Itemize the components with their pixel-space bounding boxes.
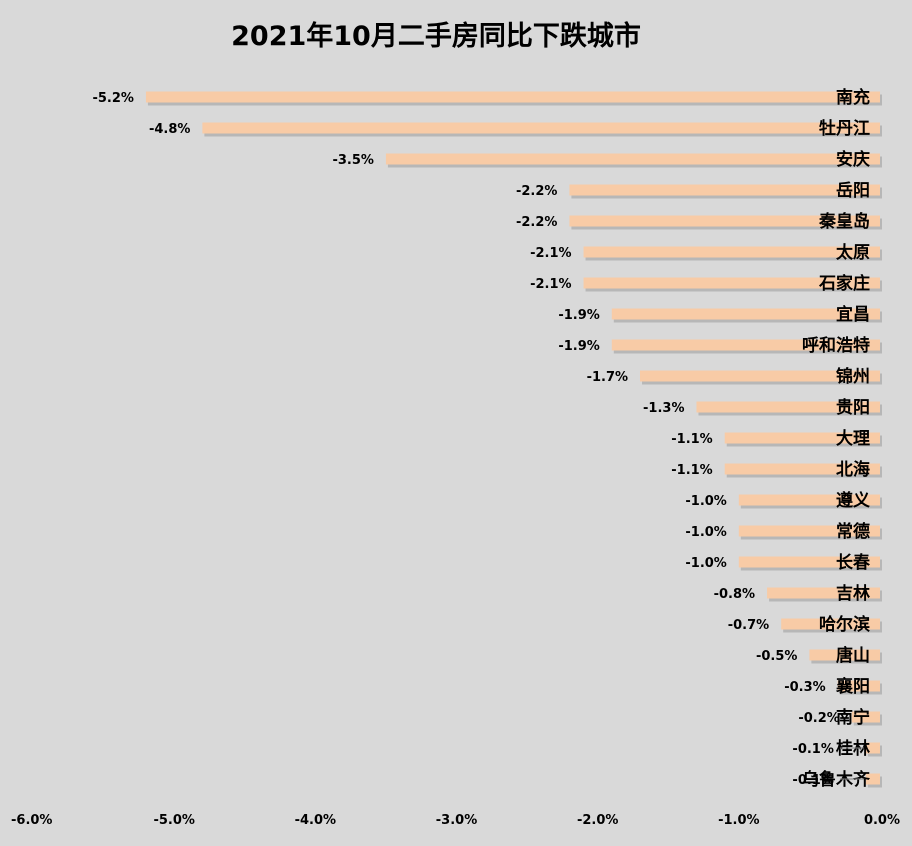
bar-7 <box>583 277 880 289</box>
value-label: -0.2% <box>798 711 839 726</box>
category-label: 宜昌 <box>836 304 870 325</box>
value-label: -5.2% <box>92 91 133 106</box>
bar-1 <box>145 91 880 103</box>
bar-22 <box>865 742 880 754</box>
bar-17 <box>767 587 880 599</box>
x-tick-label: 0.0% <box>864 813 900 828</box>
category-label: 呼和浩特 <box>802 335 870 356</box>
category-label: 乌鲁木齐 <box>802 769 871 790</box>
value-label: -0.5% <box>756 649 797 664</box>
value-label: -0.7% <box>728 618 769 633</box>
bar-12 <box>724 432 880 444</box>
bar-8 <box>611 308 880 320</box>
bar-14 <box>738 494 880 506</box>
bar-23 <box>865 773 880 785</box>
value-label: -1.3% <box>643 401 684 416</box>
bar-13 <box>724 463 880 475</box>
value-label: -1.7% <box>587 370 628 385</box>
category-label: 哈尔滨 <box>819 614 870 635</box>
category-label: 长春 <box>836 552 870 573</box>
category-label: 安庆 <box>836 149 870 170</box>
category-label: 太原 <box>836 242 870 263</box>
bar-2 <box>202 122 880 134</box>
category-label: 贵阳 <box>836 397 870 418</box>
value-label: -2.2% <box>516 184 557 199</box>
value-label: -1.9% <box>558 339 599 354</box>
category-label: 秦皇岛 <box>819 211 870 232</box>
value-label: -0.1% <box>792 742 833 757</box>
category-label: 襄阳 <box>835 676 870 697</box>
value-label: -0.1% <box>792 773 833 788</box>
bar-9 <box>611 339 880 351</box>
category-label: 岳阳 <box>836 181 870 201</box>
x-tick-label: -6.0% <box>11 813 52 828</box>
x-tick-label: -3.0% <box>436 813 477 828</box>
x-tick-label: -1.0% <box>718 813 759 828</box>
value-label: -2.1% <box>530 246 571 261</box>
bar-11 <box>696 401 880 413</box>
category-label: 牡丹江 <box>819 118 870 139</box>
chart-title: 2021年10月二手房同比下跌城市 <box>231 21 641 52</box>
bar-21 <box>851 711 880 723</box>
bar-10 <box>640 370 880 382</box>
category-label: 唐山 <box>836 645 870 666</box>
category-label: 常德 <box>836 521 870 542</box>
bar-6 <box>583 246 880 258</box>
value-label: -4.8% <box>149 122 190 137</box>
category-label: 遵义 <box>836 490 870 511</box>
x-tick-label: -4.0% <box>295 813 336 828</box>
category-label: 北海 <box>836 459 870 480</box>
category-label: 锦州 <box>836 366 870 387</box>
category-label: 南充 <box>836 87 870 108</box>
category-label: 石家庄 <box>818 273 870 294</box>
value-label: -1.9% <box>558 308 599 323</box>
value-label: -0.8% <box>714 587 755 602</box>
value-label: -1.0% <box>685 494 726 509</box>
bar-20 <box>837 680 880 692</box>
bar-15 <box>738 525 880 537</box>
value-label: -1.0% <box>685 525 726 540</box>
category-label: 南宁 <box>836 707 870 728</box>
value-label: -0.3% <box>784 680 825 695</box>
bar-19 <box>809 649 880 661</box>
bar-5 <box>569 215 880 227</box>
bar-16 <box>738 556 880 568</box>
value-label: -2.2% <box>516 215 557 230</box>
value-label: -1.1% <box>671 463 712 478</box>
category-label: 大理 <box>836 428 870 449</box>
x-tick-label: -5.0% <box>153 813 194 828</box>
category-label: 吉林 <box>836 583 870 604</box>
value-label: -3.5% <box>332 153 373 168</box>
bar-18 <box>781 618 880 630</box>
value-label: -1.1% <box>671 432 712 447</box>
value-label: -1.0% <box>685 556 726 571</box>
bar-4 <box>569 184 880 196</box>
value-label: -2.1% <box>530 277 571 292</box>
bar-3 <box>385 153 880 165</box>
x-tick-label: -2.0% <box>577 813 618 828</box>
